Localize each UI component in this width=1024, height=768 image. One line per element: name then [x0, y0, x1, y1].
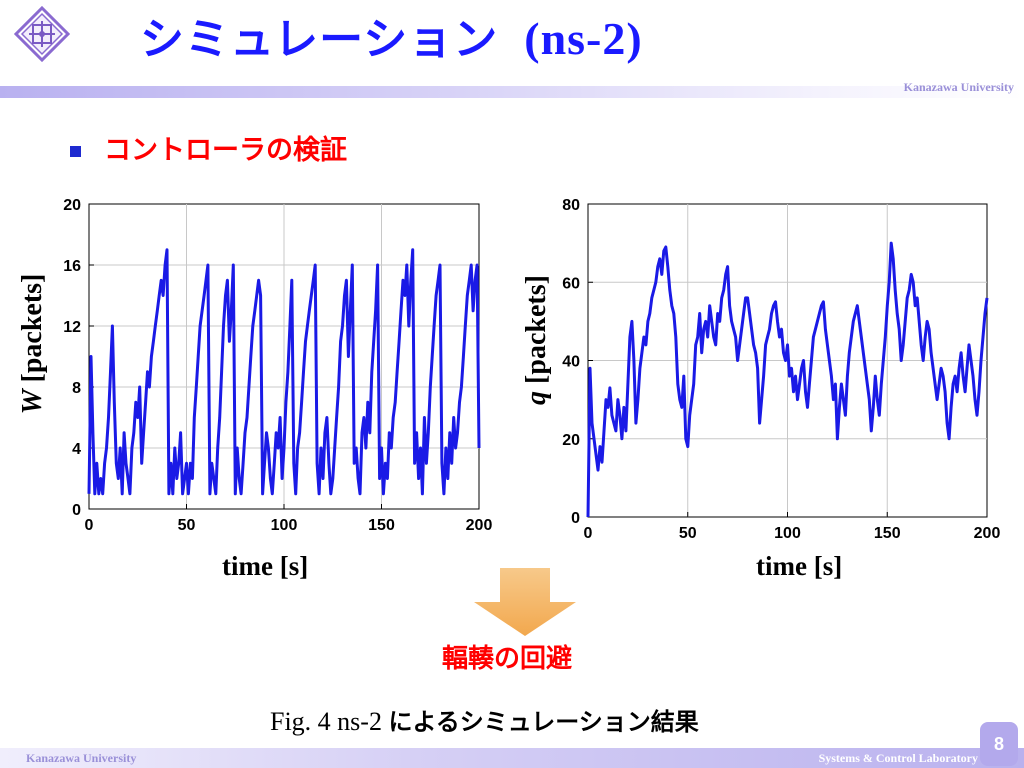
bullet-heading: コントローラの検証 [104, 135, 347, 166]
chart-q-xtick-label: 50 [679, 525, 697, 542]
chart-q-ylabel-unit: [packets] [521, 275, 552, 391]
chart-q-ylabel: q [packets] [521, 255, 553, 425]
chart-q-xtick-label: 0 [584, 525, 593, 542]
chart-q-ytick-label: 80 [562, 197, 580, 214]
chart-w-ytick-label: 8 [72, 380, 81, 397]
chart-q-xlabel: time [s] [756, 551, 843, 581]
footer-brand: Kanazawa University [26, 751, 137, 765]
chart-w-ytick-label: 20 [63, 197, 81, 214]
chart-q-ylabel-var: q [521, 390, 552, 405]
chart-w-ytick-label: 16 [63, 258, 81, 275]
chart-q-ytick-label: 20 [562, 432, 580, 449]
title-sub: (ns-2) [524, 13, 643, 64]
slide-title: シミュレーション (ns-2) [140, 4, 643, 74]
chart-q-series-line [586, 241, 989, 518]
chart-w-xlabel: time [s] [222, 551, 309, 581]
title-main: シミュレーション [140, 14, 499, 65]
caption-prefix: Fig. 4 ns-2 [270, 707, 389, 736]
chart-w-ytick-label: 12 [63, 319, 81, 336]
header-brand: Kanazawa University [903, 80, 1014, 94]
university-emblem [14, 6, 70, 62]
chart-w-xtick-label: 150 [368, 517, 395, 534]
chart-q-frame [587, 203, 988, 518]
chart-w-series-line [87, 248, 481, 496]
footer-band [0, 748, 1024, 768]
chart-w-xtick-label: 0 [85, 517, 94, 534]
chart-q-ytick-label: 60 [562, 275, 580, 292]
page-number: 8 [980, 722, 1018, 766]
chart-w-ylabel-unit: [packets] [17, 273, 48, 390]
result-label: 輻輳の回避 [442, 644, 573, 674]
footer-lab: Systems & Control Laboratory [818, 751, 978, 765]
chart-w-ylabel-var: W [17, 389, 48, 415]
chart-q-ytick-label: 40 [562, 354, 580, 371]
chart-q-xtick-label: 150 [874, 525, 901, 542]
bullet-square [70, 146, 81, 157]
chart-w-xtick-label: 100 [271, 517, 298, 534]
figure-caption: Fig. 4 ns-2 によるシミュレーション結果 [270, 702, 699, 737]
chart-w-xtick-label: 200 [466, 517, 493, 534]
chart-w-xtick-label: 50 [178, 517, 196, 534]
chart-w-ytick-label: 4 [72, 441, 81, 458]
chart-q-xtick-label: 100 [774, 525, 801, 542]
down-arrow-icon [474, 568, 576, 636]
chart-w-frame [88, 203, 480, 510]
header-band [0, 86, 1024, 98]
chart-q-ytick-label: 0 [571, 510, 580, 527]
caption-suffix: によるシミュレーション結果 [388, 708, 699, 736]
chart-w-ylabel: W [packets] [17, 259, 49, 429]
chart-w-ytick-label: 0 [72, 502, 81, 519]
chart-q-xtick-label: 200 [974, 525, 1001, 542]
